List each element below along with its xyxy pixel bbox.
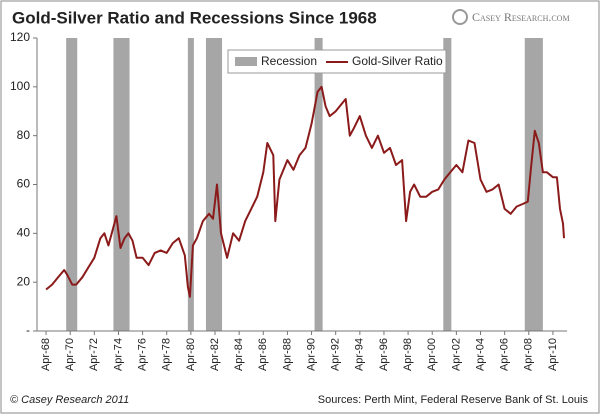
line bbox=[45, 85, 565, 298]
x-tick-label: Apr-88 bbox=[281, 338, 293, 371]
y-tick-label: 40 bbox=[17, 226, 31, 240]
recession-band bbox=[314, 38, 323, 331]
y-tick-label: 20 bbox=[17, 274, 31, 288]
y-tick-label: 100 bbox=[10, 79, 30, 93]
x-tick-label: Apr-82 bbox=[209, 338, 221, 371]
x-tick-label: Apr-10 bbox=[547, 338, 559, 371]
x-tick-label: Apr-78 bbox=[161, 338, 173, 371]
x-tick-label: Apr-70 bbox=[64, 338, 76, 371]
y-tick-label: 120 bbox=[10, 30, 30, 44]
recession-band bbox=[113, 38, 130, 331]
brand-logo bbox=[452, 9, 468, 25]
x-tick-label: Apr-86 bbox=[257, 338, 269, 371]
legend-label: Recession bbox=[261, 54, 317, 68]
recession-band bbox=[524, 38, 543, 331]
x-tick-label: Apr-90 bbox=[305, 338, 317, 371]
y-tick-label: 80 bbox=[17, 128, 31, 142]
source: Sources: Perth Mint, Federal Reserve Ban… bbox=[318, 394, 589, 406]
recession-band bbox=[205, 38, 223, 331]
legend-label: Gold-Silver Ratio bbox=[352, 54, 443, 68]
x-tick-label: Apr-72 bbox=[88, 338, 100, 371]
x-tick-label: Apr-94 bbox=[354, 338, 366, 371]
y-tick-label: - bbox=[26, 323, 30, 337]
x-tick-label: Apr-74 bbox=[112, 338, 124, 371]
recession-band bbox=[66, 38, 78, 331]
x-tick-label: Apr-08 bbox=[523, 338, 535, 371]
y-tick-label: 60 bbox=[17, 177, 31, 191]
x-tick-label: Apr-76 bbox=[137, 338, 149, 371]
x-tick-label: Apr-96 bbox=[378, 338, 390, 371]
brand: Casey Research.com bbox=[472, 10, 570, 24]
x-tick-label: Apr-92 bbox=[330, 338, 342, 371]
x-tick-label: Apr-68 bbox=[40, 338, 52, 371]
x-tick-label: Apr-02 bbox=[450, 338, 462, 371]
x-tick-label: Apr-84 bbox=[233, 338, 245, 371]
x-tick-label: Apr-80 bbox=[185, 338, 197, 371]
recession-band bbox=[187, 38, 194, 331]
x-tick-label: Apr-04 bbox=[474, 338, 486, 371]
x-tick-label: Apr-06 bbox=[499, 338, 511, 371]
x-tick-label: Apr-00 bbox=[426, 338, 438, 371]
copyright: © Casey Research 2011 bbox=[10, 394, 129, 406]
recession-band bbox=[443, 38, 452, 331]
x-tick-label: Apr-98 bbox=[402, 338, 414, 371]
chart-title: Gold-Silver Ratio and Recessions Since 1… bbox=[12, 8, 377, 27]
legend-swatch bbox=[235, 57, 257, 66]
